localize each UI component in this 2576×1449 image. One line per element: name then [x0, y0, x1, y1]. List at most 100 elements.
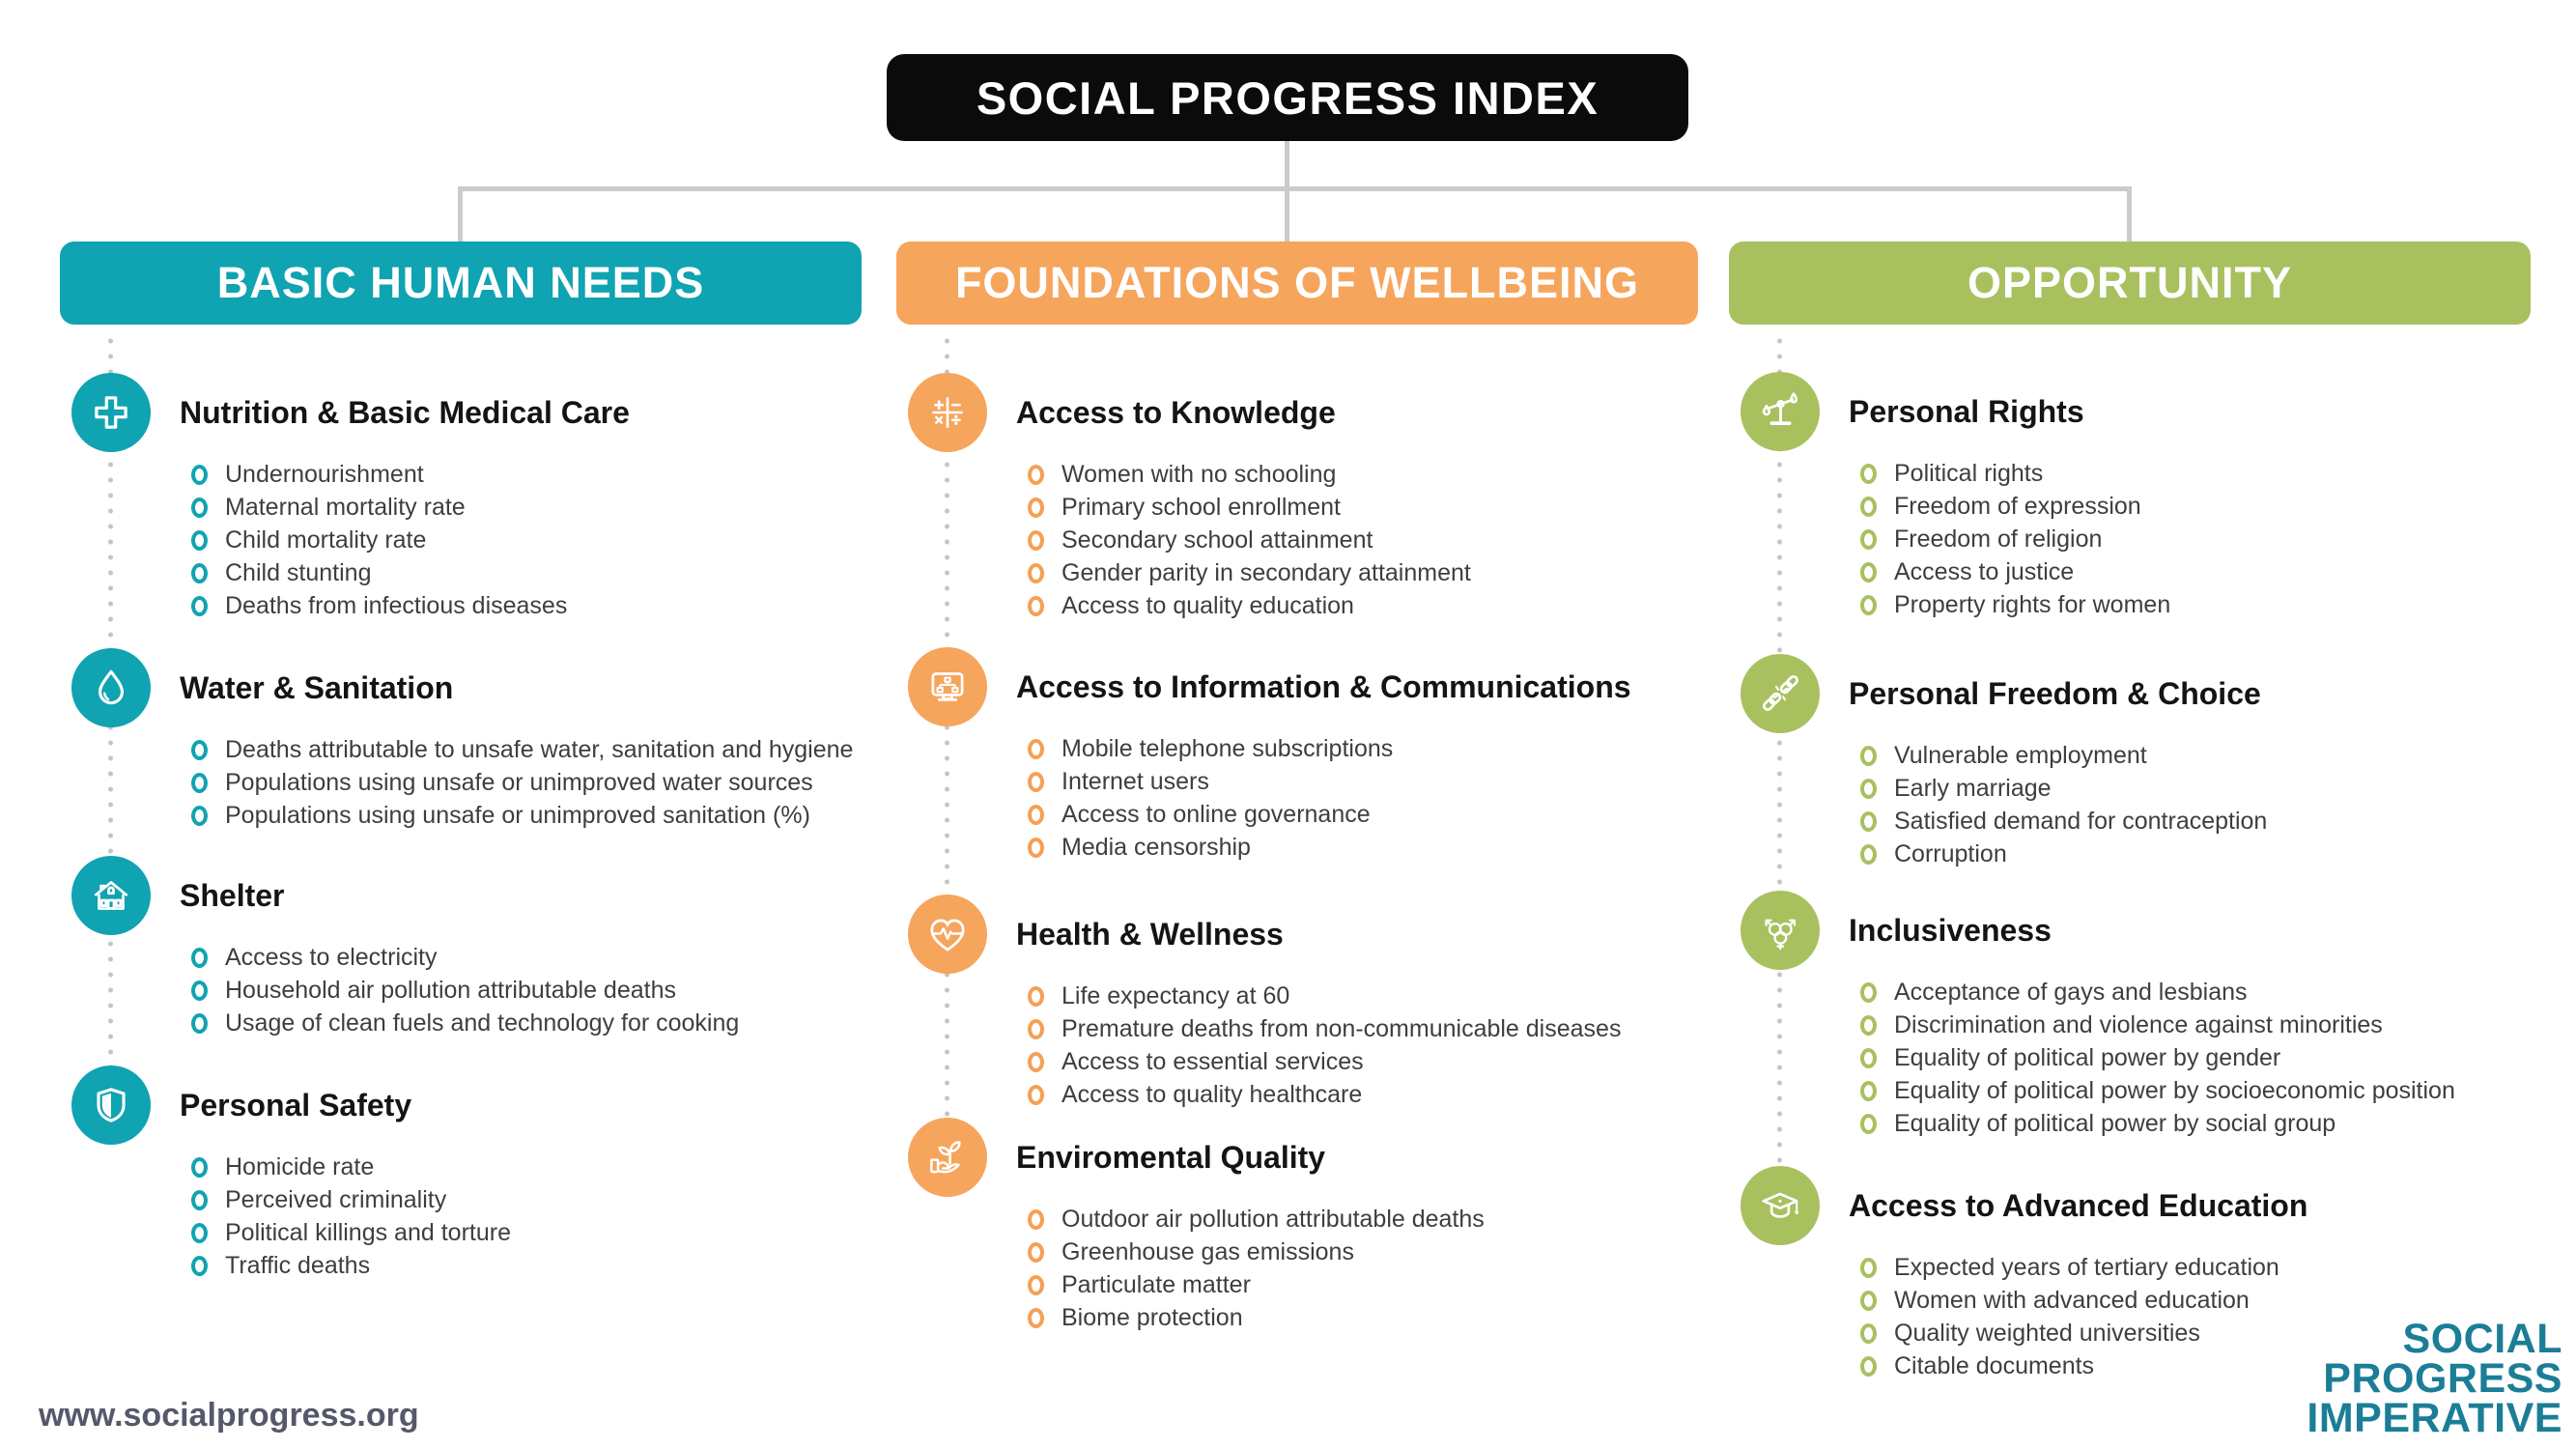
list-item: Populations using unsafe or unimproved w… [180, 766, 862, 799]
list-item: Equality of political power by social gr… [1849, 1107, 2531, 1140]
column-header-foundations-of-wellbeing: FOUNDATIONS OF WELLBEING [896, 242, 1698, 325]
ring-bullet-icon [1028, 562, 1044, 583]
ring-bullet-icon [1028, 1051, 1044, 1072]
ring-bullet-icon [1860, 778, 1877, 799]
ring-bullet-icon [1860, 745, 1877, 766]
ring-bullet-icon [1028, 595, 1044, 616]
section-health-wellness: Health & Wellness Life expectancy at 60 … [896, 895, 1698, 1111]
ring-bullet-icon [191, 947, 208, 968]
list-item: Vulnerable employment [1849, 739, 2531, 772]
section-access-to-information-communications: Access to Information & Communications M… [896, 647, 1698, 864]
indicator-list: Life expectancy at 60 Premature deaths f… [1016, 980, 1698, 1111]
section-access-to-knowledge: Access to Knowledge Women with no school… [896, 373, 1698, 622]
list-item: Political rights [1849, 457, 2531, 490]
list-item: Expected years of tertiary education [1849, 1251, 2531, 1284]
ring-bullet-icon [1860, 1355, 1877, 1377]
ring-bullet-icon [1028, 529, 1044, 551]
connector-title-drop [1285, 141, 1289, 187]
section-personal-rights: Personal Rights Political rights Freedom… [1729, 372, 2531, 621]
social-progress-imperative-logo: SOCIAL PROGRESS IMPERATIVE [2307, 1319, 2562, 1439]
section-title: Shelter [180, 877, 285, 913]
ring-bullet-icon [191, 805, 208, 826]
ring-bullet-icon [1028, 1307, 1044, 1328]
medical-cross-icon [71, 373, 151, 452]
ring-bullet-icon [1860, 463, 1877, 484]
section-inclusiveness: Inclusiveness Acceptance of gays and les… [1729, 891, 2531, 1140]
ring-bullet-icon [191, 529, 208, 551]
list-item: Deaths from infectious diseases [180, 589, 862, 622]
list-item: Access to essential services [1016, 1045, 1698, 1078]
ring-bullet-icon [191, 772, 208, 793]
list-item: Access to quality healthcare [1016, 1078, 1698, 1111]
list-item: Satisfied demand for contraception [1849, 805, 2531, 838]
ring-bullet-icon [1028, 1208, 1044, 1230]
indicator-list: Homicide rate Perceived criminality Poli… [180, 1151, 862, 1282]
list-item: Particulate matter [1016, 1268, 1698, 1301]
column-header-opportunity: OPPORTUNITY [1729, 242, 2531, 325]
list-item: Outdoor air pollution attributable death… [1016, 1203, 1698, 1236]
list-item: Child mortality rate [180, 524, 862, 556]
connector-drop-right [2127, 186, 2132, 242]
list-item: Citable documents [1849, 1350, 2531, 1382]
section-water-sanitation: Water & Sanitation Deaths attributable t… [60, 648, 862, 832]
ring-bullet-icon [1028, 1274, 1044, 1295]
section-environmental-quality: Enviromental Quality Outdoor air polluti… [896, 1118, 1698, 1334]
ring-bullet-icon [1860, 1014, 1877, 1036]
ring-bullet-icon [1028, 497, 1044, 518]
list-item: Mobile telephone subscriptions [1016, 732, 1698, 765]
section-title: Health & Wellness [1016, 916, 1284, 952]
heart-pulse-icon [908, 895, 987, 974]
section-shelter: Shelter Access to electricity Household … [60, 856, 862, 1039]
ring-bullet-icon [1860, 1290, 1877, 1311]
website-url: www.socialprogress.org [39, 1397, 419, 1434]
list-item: Media censorship [1016, 831, 1698, 864]
list-item: Quality weighted universities [1849, 1317, 2531, 1350]
list-item: Property rights for women [1849, 588, 2531, 621]
ring-bullet-icon [1028, 464, 1044, 485]
ring-bullet-icon [191, 1012, 208, 1034]
list-item: Deaths attributable to unsafe water, san… [180, 733, 862, 766]
ring-bullet-icon [191, 1189, 208, 1210]
network-monitor-icon [908, 647, 987, 726]
ring-bullet-icon [191, 595, 208, 616]
graduation-cap-icon [1741, 1166, 1820, 1245]
section-title: Nutrition & Basic Medical Care [180, 394, 630, 430]
indicator-list: Political rights Freedom of expression F… [1849, 457, 2531, 621]
section-title: Enviromental Quality [1016, 1139, 1326, 1175]
section-access-to-advanced-education: Access to Advanced Education Expected ye… [1729, 1166, 2531, 1382]
list-item: Life expectancy at 60 [1016, 980, 1698, 1012]
ring-bullet-icon [1028, 804, 1044, 825]
list-item: Homicide rate [180, 1151, 862, 1183]
broken-chain-icon [1741, 654, 1820, 733]
ring-bullet-icon [1028, 985, 1044, 1007]
section-title: Access to Information & Communications [1016, 668, 1631, 704]
ring-bullet-icon [191, 1255, 208, 1276]
dotted-connector-line [1777, 333, 1782, 1207]
section-personal-safety: Personal Safety Homicide rate Perceived … [60, 1065, 862, 1282]
list-item: Populations using unsafe or unimproved s… [180, 799, 862, 832]
ring-bullet-icon [191, 464, 208, 485]
ring-bullet-icon [1860, 496, 1877, 517]
list-item: Child stunting [180, 556, 862, 589]
water-drop-icon [71, 648, 151, 727]
list-item: Traffic deaths [180, 1249, 862, 1282]
ring-bullet-icon [1860, 561, 1877, 582]
section-title: Water & Sanitation [180, 669, 454, 705]
ring-bullet-icon [1860, 843, 1877, 865]
list-item: Political killings and torture [180, 1216, 862, 1249]
indicator-list: Vulnerable employment Early marriage Sat… [1849, 739, 2531, 870]
ring-bullet-icon [1028, 771, 1044, 792]
list-item: Internet users [1016, 765, 1698, 798]
list-item: Gender parity in secondary attainment [1016, 556, 1698, 589]
list-item: Primary school enrollment [1016, 491, 1698, 524]
math-operations-icon [908, 373, 987, 452]
list-item: Household air pollution attributable dea… [180, 974, 862, 1007]
indicator-list: Undernourishment Maternal mortality rate… [180, 458, 862, 622]
section-title: Personal Rights [1849, 393, 2084, 429]
section-title: Personal Safety [180, 1087, 412, 1122]
house-icon [71, 856, 151, 935]
ring-bullet-icon [191, 1222, 208, 1243]
ring-bullet-icon [1860, 1322, 1877, 1344]
ring-bullet-icon [1028, 1018, 1044, 1039]
